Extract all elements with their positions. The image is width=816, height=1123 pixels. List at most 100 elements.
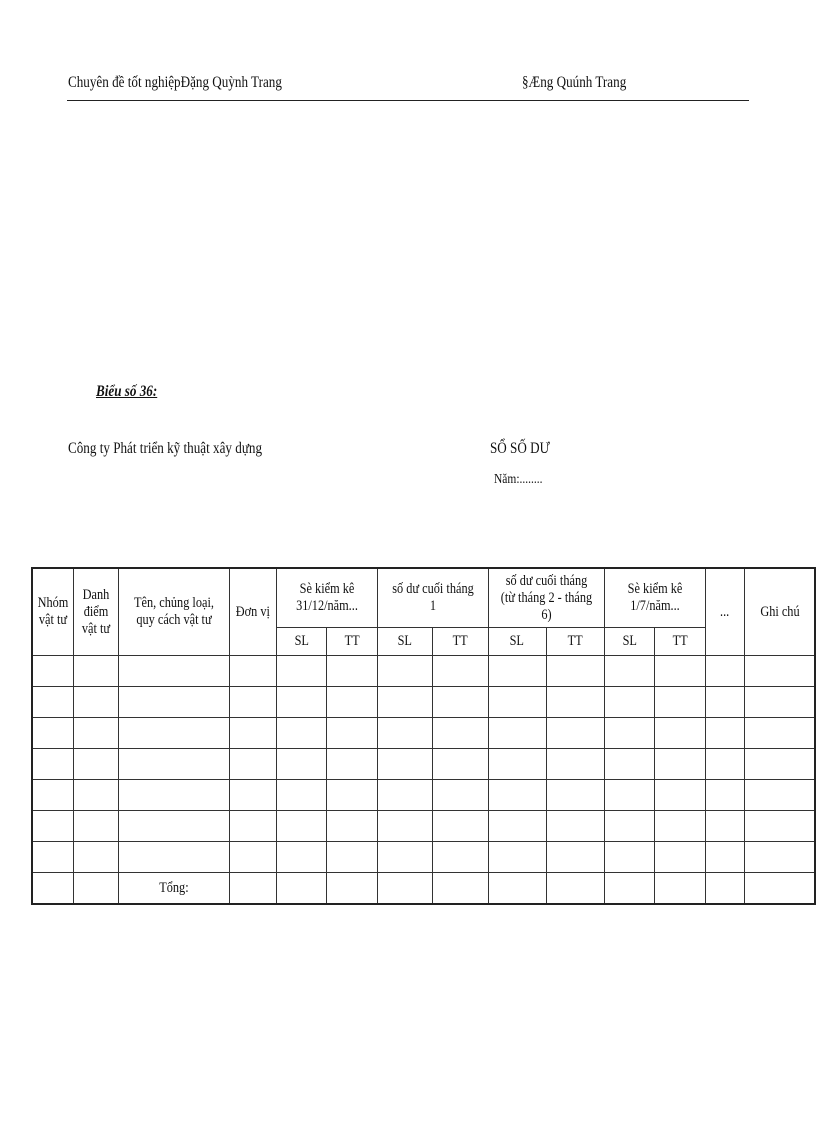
table-cell (31, 655, 74, 687)
company-name: Công ty Phát triển kỹ thuật xây dựng (68, 440, 263, 457)
table-cell (326, 810, 378, 842)
table-cell (743, 748, 816, 780)
table-cell (743, 779, 816, 811)
table-cell (73, 748, 119, 780)
table-cell (117, 779, 230, 811)
table-cell (31, 841, 74, 873)
table-cell (603, 841, 656, 873)
table-cell (487, 686, 547, 718)
table-row (31, 841, 816, 873)
table-cell (31, 779, 74, 811)
table-cell (432, 655, 489, 687)
table-cell (376, 717, 434, 749)
table-cell (704, 686, 745, 718)
col-group: Nhóm vật tư (31, 567, 74, 656)
table-cell (117, 748, 230, 780)
table-cell (73, 872, 119, 905)
col-name: Tên, chủng loại, quy cách vật tư (117, 567, 230, 656)
table-cell (545, 717, 605, 749)
table-cell (603, 748, 656, 780)
table-cell (603, 717, 656, 749)
table-cell (545, 779, 605, 811)
table-cell (654, 810, 706, 842)
table-cell (545, 810, 605, 842)
table-cell (487, 841, 547, 873)
table-cell (432, 841, 489, 873)
table-cell (545, 872, 605, 905)
table-cell (704, 748, 745, 780)
table-cell (704, 872, 745, 905)
table-cell (117, 686, 230, 718)
table-cell (376, 841, 434, 873)
total-row: Tổng: (31, 872, 816, 905)
col-more: ... (704, 567, 745, 656)
table-cell (326, 841, 378, 873)
table-cell (73, 810, 119, 842)
col-note: Ghi chú (743, 567, 816, 656)
table-cell (31, 748, 74, 780)
table-cell (743, 655, 816, 687)
table-row (31, 810, 816, 842)
table-cell (275, 841, 328, 873)
table-cell (487, 810, 547, 842)
table-cell (275, 748, 328, 780)
table-cell (654, 655, 706, 687)
total-label: Tổng: (158, 879, 189, 896)
table-cell (117, 841, 230, 873)
table-cell (228, 748, 277, 780)
col-period1: Sè kiểm kê 31/12/năm... (275, 567, 378, 628)
sub-tt: TT (654, 627, 706, 656)
balance-table: Nhóm vật tư Danh điểm vật tư Tên, chủng … (31, 567, 816, 905)
table-cell (545, 686, 605, 718)
table-cell (376, 810, 434, 842)
table-cell (31, 686, 74, 718)
table-cell (704, 779, 745, 811)
table-cell (326, 655, 378, 687)
table-cell (228, 717, 277, 749)
header-left: Chuyên đề tốt nghiệpĐặng Quỳnh Trang (68, 74, 282, 91)
table-cell (545, 655, 605, 687)
table-cell (743, 810, 816, 842)
table-cell (654, 779, 706, 811)
table-cell (432, 810, 489, 842)
col-period4: Sè kiểm kê 1/7/năm... (603, 567, 706, 628)
table-cell (376, 655, 434, 687)
table-cell (275, 779, 328, 811)
header-rule (67, 100, 749, 101)
table-row (31, 655, 816, 687)
table-cell (432, 779, 489, 811)
table-cell (487, 748, 547, 780)
table-cell (228, 686, 277, 718)
table-cell (376, 748, 434, 780)
table-cell (31, 810, 74, 842)
table-cell (603, 810, 656, 842)
table-row (31, 686, 816, 718)
col-period3: số dư cuối tháng (từ tháng 2 - tháng 6) (487, 567, 605, 628)
table-cell (31, 872, 74, 905)
table-row (31, 748, 816, 780)
table-row (31, 717, 816, 749)
table-cell (704, 655, 745, 687)
table-cell (228, 810, 277, 842)
sub-sl: SL (275, 627, 328, 656)
sub-tt: TT (545, 627, 605, 656)
table-cell (487, 779, 547, 811)
table-cell (432, 748, 489, 780)
table-cell (31, 717, 74, 749)
sub-tt: TT (432, 627, 489, 656)
table-cell (117, 810, 230, 842)
table-cell (603, 655, 656, 687)
table-cell (376, 779, 434, 811)
table-cell (275, 717, 328, 749)
table-cell (326, 717, 378, 749)
table-cell (743, 841, 816, 873)
table-cell (228, 841, 277, 873)
table-cell (704, 810, 745, 842)
table-cell (117, 717, 230, 749)
table-cell (73, 655, 119, 687)
col-unit: Đơn vị (228, 567, 277, 656)
sub-sl: SL (376, 627, 434, 656)
table-cell (73, 686, 119, 718)
table-cell (73, 841, 119, 873)
table-cell (487, 872, 547, 905)
